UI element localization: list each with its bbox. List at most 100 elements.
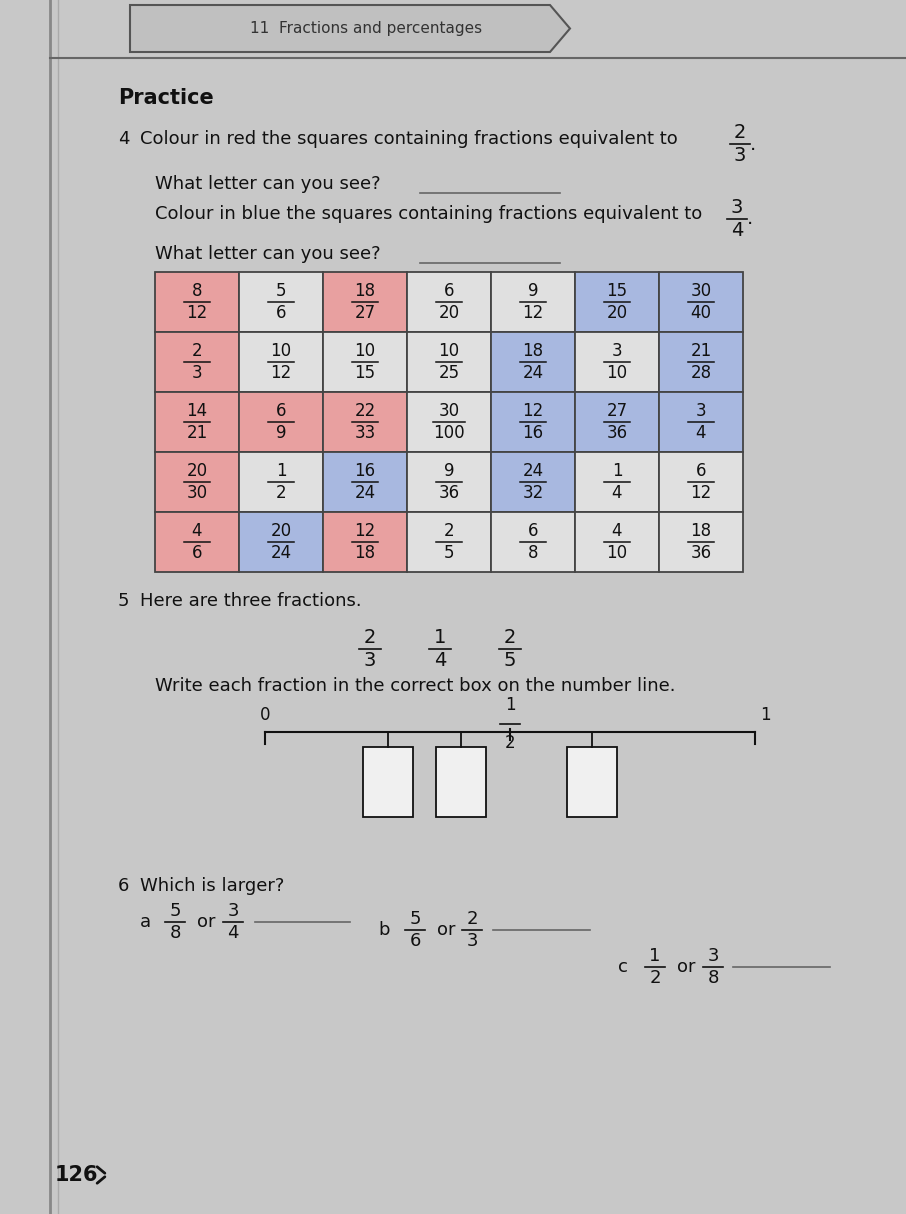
Text: 4: 4 xyxy=(696,424,707,442)
Text: 126: 126 xyxy=(55,1165,99,1185)
Text: 6: 6 xyxy=(410,932,420,951)
Text: Practice: Practice xyxy=(118,87,214,108)
Text: What letter can you see?: What letter can you see? xyxy=(155,245,381,263)
Bar xyxy=(491,272,575,331)
Text: 2: 2 xyxy=(467,910,477,927)
Bar xyxy=(575,272,659,331)
Text: c: c xyxy=(618,958,628,976)
Text: 22: 22 xyxy=(354,402,376,420)
Text: 18: 18 xyxy=(354,544,376,562)
Text: 16: 16 xyxy=(354,463,376,480)
Text: 8: 8 xyxy=(192,282,202,300)
Bar xyxy=(659,331,743,392)
Bar xyxy=(155,512,239,572)
Text: 4: 4 xyxy=(118,130,130,148)
Bar xyxy=(567,747,617,817)
Text: 30: 30 xyxy=(187,484,207,503)
Text: 30: 30 xyxy=(439,402,459,420)
Polygon shape xyxy=(130,5,570,52)
Text: 5: 5 xyxy=(118,592,130,609)
Text: 8: 8 xyxy=(528,544,538,562)
Bar xyxy=(362,747,412,817)
Text: 6: 6 xyxy=(696,463,707,480)
Text: .: . xyxy=(750,135,757,153)
Text: 6: 6 xyxy=(118,877,130,895)
Text: 100: 100 xyxy=(433,424,465,442)
Text: 12: 12 xyxy=(354,522,376,540)
Text: 12: 12 xyxy=(690,484,711,503)
Text: or: or xyxy=(197,913,216,931)
Text: 6: 6 xyxy=(275,304,286,322)
Bar xyxy=(239,272,323,331)
Text: 3: 3 xyxy=(708,947,718,965)
Bar xyxy=(155,392,239,452)
Text: 5: 5 xyxy=(410,910,420,927)
Text: Which is larger?: Which is larger? xyxy=(140,877,284,895)
Text: 4: 4 xyxy=(612,522,622,540)
Text: 27: 27 xyxy=(606,402,628,420)
Text: 8: 8 xyxy=(708,969,718,987)
Text: 2: 2 xyxy=(192,342,202,361)
Bar xyxy=(155,452,239,512)
Bar xyxy=(436,747,486,817)
Text: 18: 18 xyxy=(354,282,376,300)
Text: 6: 6 xyxy=(444,282,454,300)
Text: 0: 0 xyxy=(260,707,270,724)
Text: 2: 2 xyxy=(734,123,747,142)
Text: 20: 20 xyxy=(439,304,459,322)
Bar xyxy=(407,331,491,392)
Text: 1: 1 xyxy=(612,463,622,480)
Text: 2: 2 xyxy=(650,969,660,987)
Bar xyxy=(659,452,743,512)
Text: Write each fraction in the correct box on the number line.: Write each fraction in the correct box o… xyxy=(155,677,676,694)
Text: 24: 24 xyxy=(354,484,376,503)
Text: 32: 32 xyxy=(523,484,544,503)
Bar xyxy=(323,331,407,392)
Bar xyxy=(575,512,659,572)
Text: b: b xyxy=(378,921,390,938)
Text: 3: 3 xyxy=(612,342,622,361)
Text: 24: 24 xyxy=(523,463,544,480)
Text: 10: 10 xyxy=(439,342,459,361)
Bar xyxy=(239,452,323,512)
Text: 12: 12 xyxy=(187,304,207,322)
Bar xyxy=(491,331,575,392)
Text: 1: 1 xyxy=(434,628,446,647)
Bar xyxy=(491,452,575,512)
Bar xyxy=(407,272,491,331)
Text: 15: 15 xyxy=(354,364,376,382)
Bar xyxy=(575,392,659,452)
Text: 9: 9 xyxy=(444,463,454,480)
Bar xyxy=(155,331,239,392)
Text: 36: 36 xyxy=(690,544,711,562)
Text: 25: 25 xyxy=(439,364,459,382)
Text: What letter can you see?: What letter can you see? xyxy=(155,175,381,193)
Bar xyxy=(575,452,659,512)
Text: 21: 21 xyxy=(690,342,711,361)
Text: Colour in blue the squares containing fractions equivalent to: Colour in blue the squares containing fr… xyxy=(155,205,702,223)
Bar xyxy=(575,331,659,392)
Bar xyxy=(239,392,323,452)
Text: 6: 6 xyxy=(192,544,202,562)
Text: 12: 12 xyxy=(270,364,292,382)
Text: 1: 1 xyxy=(505,696,516,714)
Text: 4: 4 xyxy=(731,221,743,240)
Text: 18: 18 xyxy=(690,522,711,540)
Text: .: . xyxy=(747,210,753,228)
Text: 36: 36 xyxy=(606,424,628,442)
Text: 24: 24 xyxy=(523,364,544,382)
Text: 1: 1 xyxy=(650,947,660,965)
Bar xyxy=(491,512,575,572)
Text: 12: 12 xyxy=(523,304,544,322)
Text: 4: 4 xyxy=(227,924,239,942)
Text: 3: 3 xyxy=(731,198,743,217)
Text: 2: 2 xyxy=(505,734,516,751)
Text: 5: 5 xyxy=(444,544,454,562)
Text: 9: 9 xyxy=(528,282,538,300)
Text: 2: 2 xyxy=(275,484,286,503)
Text: or: or xyxy=(437,921,456,938)
Text: 18: 18 xyxy=(523,342,544,361)
Text: 6: 6 xyxy=(275,402,286,420)
Text: 1: 1 xyxy=(275,463,286,480)
Text: 3: 3 xyxy=(364,651,376,670)
